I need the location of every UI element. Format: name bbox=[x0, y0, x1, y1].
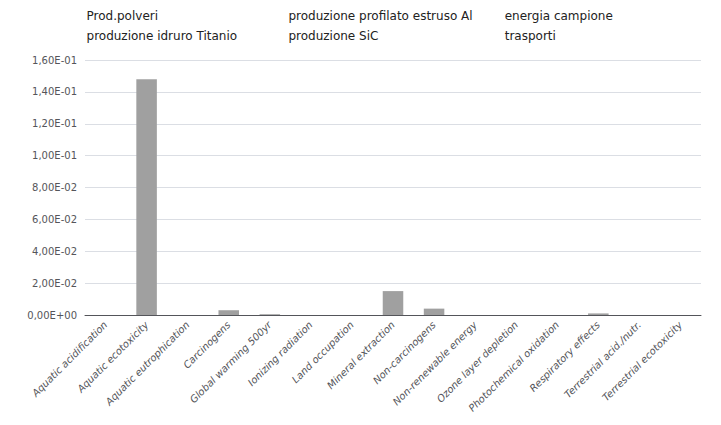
svg-text:energia campione: energia campione bbox=[505, 9, 613, 23]
svg-text:Terrestrial acid./nutr.: Terrestrial acid./nutr. bbox=[562, 319, 643, 400]
svg-text:produzione SiC: produzione SiC bbox=[288, 29, 378, 43]
svg-text:Land occupation: Land occupation bbox=[289, 319, 356, 386]
svg-text:Respiratory effects: Respiratory effects bbox=[527, 319, 602, 394]
svg-text:trasporti: trasporti bbox=[505, 29, 556, 43]
svg-text:Mineral extraction: Mineral extraction bbox=[325, 319, 397, 391]
svg-text:8,00E-02: 8,00E-02 bbox=[32, 182, 77, 193]
svg-text:Global warming 500yr: Global warming 500yr bbox=[188, 318, 275, 405]
svg-text:Aquatic acidification: Aquatic acidification bbox=[29, 319, 109, 399]
svg-text:1,20E-01: 1,20E-01 bbox=[32, 118, 77, 129]
svg-text:Ionizing radiation: Ionizing radiation bbox=[245, 319, 315, 389]
svg-text:2,00E-02: 2,00E-02 bbox=[32, 278, 77, 289]
svg-text:4,00E-02: 4,00E-02 bbox=[32, 246, 77, 257]
svg-text:1,60E-01: 1,60E-01 bbox=[32, 55, 77, 66]
svg-text:Photochemical oxidation: Photochemical oxidation bbox=[466, 319, 562, 414]
svg-text:Non-renewable energy: Non-renewable energy bbox=[391, 318, 480, 407]
svg-text:Terrestrial ecotoxicity: Terrestrial ecotoxicity bbox=[600, 318, 685, 403]
svg-text:1,40E-01: 1,40E-01 bbox=[32, 86, 77, 97]
svg-text:Non-carcinogens: Non-carcinogens bbox=[370, 319, 438, 387]
svg-text:6,00E-02: 6,00E-02 bbox=[32, 214, 77, 225]
svg-text:0,00E+00: 0,00E+00 bbox=[27, 310, 77, 321]
svg-text:1,00E-01: 1,00E-01 bbox=[32, 150, 77, 161]
svg-text:produzione idruro Titanio: produzione idruro Titanio bbox=[87, 29, 238, 43]
svg-text:Aquatic ecotoxicity: Aquatic ecotoxicity bbox=[74, 318, 151, 395]
svg-text:Aquatic eutrophication: Aquatic eutrophication bbox=[103, 319, 192, 408]
svg-text:Prod.polveri: Prod.polveri bbox=[87, 9, 159, 23]
svg-text:Ozone layer depletion: Ozone layer depletion bbox=[435, 319, 521, 405]
svg-text:Carcinogens: Carcinogens bbox=[181, 319, 233, 371]
svg-text:produzione profilato estruso A: produzione profilato estruso Al bbox=[288, 9, 472, 23]
